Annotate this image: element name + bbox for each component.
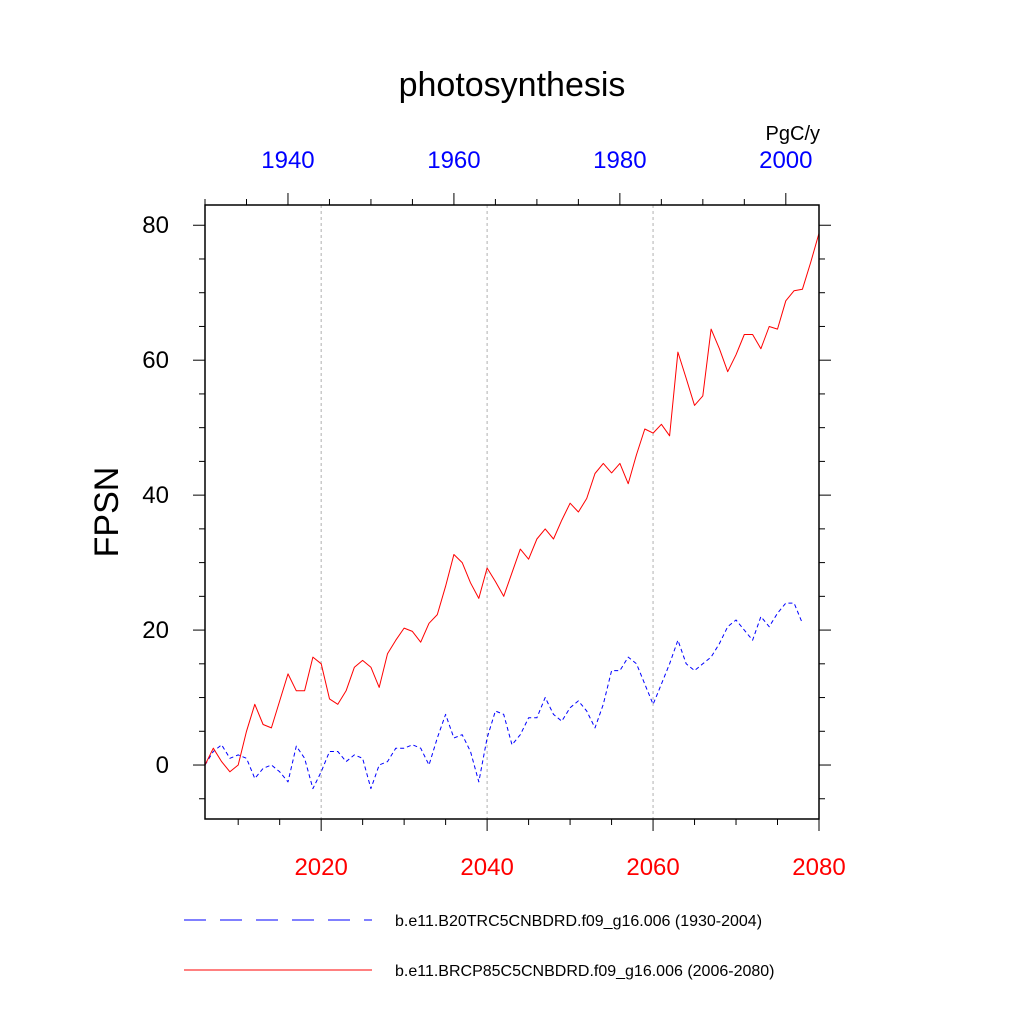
x-bottom-tick-label-2020: 2020	[294, 854, 347, 881]
series-layer	[204, 233, 820, 790]
x-top-tick-label-1980: 1980	[593, 147, 646, 174]
chart-title: photosynthesis	[399, 66, 626, 104]
x-bottom-tick-label-2040: 2040	[460, 854, 513, 881]
series-line-1	[204, 233, 820, 773]
y-tick-label-80: 80	[142, 212, 169, 239]
y-tick-label-20: 20	[142, 617, 169, 644]
plot-frame	[204, 204, 820, 820]
y-tick-label-0: 0	[156, 752, 169, 779]
legend-label-historical: b.e11.B20TRC5CNBDRD.f09_g16.006 (1930-20…	[395, 913, 762, 930]
x-bottom-tick-label-2060: 2060	[626, 854, 679, 881]
legend-label-rcp85: b.e11.BRCP85C5CNBDRD.f09_g16.006 (2006-2…	[395, 963, 774, 980]
grid-layer	[320, 205, 654, 819]
y-axis-label: FPSN	[88, 467, 126, 558]
series-line-0	[204, 602, 803, 790]
legend: b.e11.B20TRC5CNBDRD.f09_g16.006 (1930-20…	[184, 913, 774, 980]
y-tick-label-40: 40	[142, 482, 169, 509]
x-top-tick-label-1960: 1960	[427, 147, 480, 174]
x-top-tick-label-1940: 1940	[261, 147, 314, 174]
y-tick-label-60: 60	[142, 347, 169, 374]
x-top-tick-label-2000: 2000	[759, 147, 812, 174]
x-bottom-tick-label-2080: 2080	[792, 854, 845, 881]
units-label: PgC/y	[766, 123, 820, 145]
